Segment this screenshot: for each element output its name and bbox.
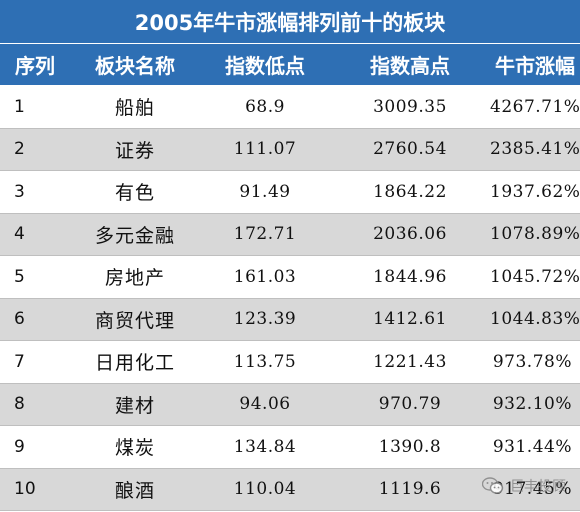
cell-index: 5 — [14, 266, 25, 287]
cell-gain: 973.78% — [492, 351, 572, 372]
cell-sector: 商贸代理 — [94, 309, 175, 332]
cell-index: 7 — [14, 351, 25, 372]
wechat-icon — [482, 477, 504, 495]
cell-low: 91.49 — [239, 181, 291, 202]
cell-gain: 931.44% — [492, 436, 572, 457]
cell-high: 1412.61 — [373, 309, 447, 330]
cell-high: 1864.22 — [373, 181, 447, 202]
table-row: 8 建材 94.06 970.79 932.10% — [0, 383, 580, 426]
watermark-text: 巨丰投顾 — [510, 479, 566, 495]
header-index: 序列 — [15, 54, 55, 78]
cell-gain: 4267.71% — [490, 96, 580, 117]
cell-gain: 1044.83% — [490, 309, 580, 330]
cell-index: 2 — [14, 139, 25, 160]
cell-high: 2760.54 — [373, 139, 447, 160]
table-row: 9 煤炭 134.84 1390.8 931.44% — [0, 426, 580, 469]
cell-index: 1 — [14, 96, 25, 117]
table-row: 1 船舶 68.9 3009.35 4267.71% — [0, 86, 580, 129]
cell-sector: 证券 — [114, 139, 155, 162]
cell-gain: 1937.62% — [490, 181, 580, 202]
header-gain: 牛市涨幅 — [495, 54, 575, 78]
header-row: 序列 板块名称 指数低点 指数高点 牛市涨幅 — [0, 44, 580, 86]
header-sector: 板块名称 — [95, 54, 175, 78]
header-high: 指数高点 — [370, 54, 450, 78]
cell-sector: 船舶 — [114, 97, 155, 120]
cell-gain: 1045.72% — [490, 266, 580, 287]
cell-high: 1221.43 — [373, 351, 447, 372]
cell-gain: 917.45% — [492, 479, 572, 500]
cell-high: 1390.8 — [378, 436, 442, 457]
cell-low: 134.84 — [233, 436, 297, 457]
table-row: 5 房地产 161.03 1844.96 1045.72% — [0, 256, 580, 299]
cell-index: 3 — [14, 181, 25, 202]
cell-low: 161.03 — [233, 266, 297, 287]
cell-gain: 932.10% — [492, 394, 572, 415]
cell-index: 10 — [14, 479, 36, 500]
cell-gain: 1078.89% — [490, 224, 580, 245]
cell-sector: 有色 — [114, 182, 155, 205]
cell-sector: 煤炭 — [114, 437, 155, 460]
cell-high: 2036.06 — [373, 224, 447, 245]
table-row: 2 证券 111.07 2760.54 2385.41% — [0, 128, 580, 171]
cell-sector: 多元金融 — [94, 224, 175, 247]
table-row: 7 日用化工 113.75 1221.43 973.78% — [0, 341, 580, 384]
header-low: 指数低点 — [225, 54, 305, 78]
table-title: 2005年牛市涨幅排列前十的板块 — [0, 0, 580, 44]
table-row: 3 有色 91.49 1864.22 1937.62% — [0, 171, 580, 214]
cell-high: 3009.35 — [373, 96, 447, 117]
cell-low: 111.07 — [233, 139, 297, 160]
cell-low: 123.39 — [233, 309, 297, 330]
cell-index: 6 — [14, 309, 25, 330]
cell-low: 172.71 — [233, 224, 297, 245]
table-row: 10 酿酒 110.04 1119.6 917.45% — [0, 468, 580, 511]
cell-sector: 酿酒 — [114, 479, 155, 502]
cell-low: 110.04 — [233, 479, 297, 500]
watermark: 巨丰投顾 — [482, 476, 566, 496]
cell-index: 4 — [14, 224, 25, 245]
cell-sector: 房地产 — [104, 267, 165, 290]
cell-high: 970.79 — [378, 394, 442, 415]
cell-index: 9 — [14, 436, 25, 457]
table-row: 6 商贸代理 123.39 1412.61 1044.83% — [0, 298, 580, 341]
cell-high: 1844.96 — [373, 266, 447, 287]
cell-sector: 建材 — [114, 394, 155, 417]
cell-gain: 2385.41% — [490, 139, 580, 160]
cell-high: 1119.6 — [378, 479, 442, 500]
cell-low: 113.75 — [233, 351, 297, 372]
cell-low: 68.9 — [245, 96, 285, 117]
cell-index: 8 — [14, 394, 25, 415]
table-row: 4 多元金融 172.71 2036.06 1078.89% — [0, 213, 580, 256]
cell-sector: 日用化工 — [94, 352, 175, 375]
cell-low: 94.06 — [239, 394, 291, 415]
